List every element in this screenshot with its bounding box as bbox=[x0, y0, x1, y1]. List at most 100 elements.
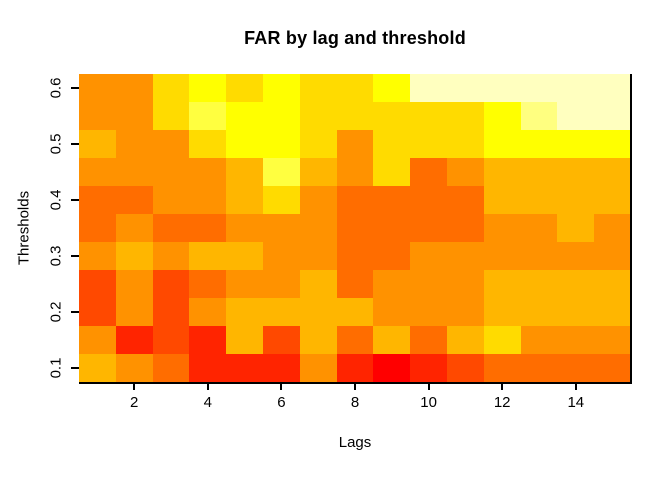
heatmap-cell bbox=[594, 270, 631, 298]
heatmap-cell bbox=[336, 298, 374, 326]
heatmap-cell bbox=[189, 130, 227, 158]
x-tick-label: 4 bbox=[203, 394, 212, 411]
heatmap-cell bbox=[262, 186, 300, 214]
heatmap-cell bbox=[594, 102, 631, 130]
heatmap-cell bbox=[336, 130, 374, 158]
heatmap-cell bbox=[226, 242, 263, 270]
heatmap-cell bbox=[299, 214, 337, 242]
heatmap-cell bbox=[115, 354, 153, 382]
heatmap-cell bbox=[299, 326, 337, 354]
heatmap-cell bbox=[262, 354, 300, 382]
heatmap-cell bbox=[299, 270, 337, 298]
heatmap-cell bbox=[226, 214, 263, 242]
heatmap-cell bbox=[410, 130, 447, 158]
y-tick-mark bbox=[71, 255, 79, 257]
heatmap-cell bbox=[336, 74, 374, 102]
heatmap-cell bbox=[79, 214, 116, 242]
heatmap-cell bbox=[152, 158, 190, 186]
heatmap-cell bbox=[226, 270, 263, 298]
heatmap-cell bbox=[115, 214, 153, 242]
heatmap-cell bbox=[520, 270, 558, 298]
heatmap-cell bbox=[557, 326, 595, 354]
heatmap-cell bbox=[79, 354, 116, 382]
heatmap-cell bbox=[115, 74, 153, 102]
heatmap-cell bbox=[373, 214, 411, 242]
x-tick-mark bbox=[133, 383, 136, 390]
heatmap-cell bbox=[594, 74, 631, 102]
heatmap-cell bbox=[115, 298, 153, 326]
heatmap-grid bbox=[79, 74, 631, 382]
x-tick-label: 6 bbox=[277, 394, 286, 411]
heatmap-cell bbox=[299, 298, 337, 326]
y-tick-label: 0.3 bbox=[47, 245, 65, 267]
heatmap-cell bbox=[373, 130, 411, 158]
heatmap-cell bbox=[299, 74, 337, 102]
heatmap-cell bbox=[189, 298, 227, 326]
y-tick-label: 0.1 bbox=[47, 357, 65, 379]
heatmap-cell bbox=[262, 102, 300, 130]
heatmap-cell bbox=[152, 74, 190, 102]
heatmap-cell bbox=[226, 326, 263, 354]
x-axis-title: Lags bbox=[338, 434, 372, 451]
heatmap-cell bbox=[152, 326, 190, 354]
heatmap-cell bbox=[557, 74, 595, 102]
heatmap-cell bbox=[520, 186, 558, 214]
heatmap-cell bbox=[446, 214, 484, 242]
heatmap-cell bbox=[446, 298, 484, 326]
heatmap-cell bbox=[410, 326, 447, 354]
heatmap-cell bbox=[79, 74, 116, 102]
heatmap-cell bbox=[373, 326, 411, 354]
heatmap-cell bbox=[483, 326, 521, 354]
x-tick-label: 12 bbox=[493, 394, 511, 411]
heatmap-cell bbox=[594, 298, 631, 326]
heatmap-cell bbox=[189, 102, 227, 130]
heatmap-cell bbox=[483, 298, 521, 326]
heatmap-cell bbox=[483, 270, 521, 298]
heatmap-cell bbox=[79, 102, 116, 130]
heatmap-cell bbox=[557, 130, 595, 158]
y-axis-title: Thresholds bbox=[15, 190, 33, 266]
heatmap-cell bbox=[299, 242, 337, 270]
y-tick-mark bbox=[71, 311, 79, 313]
heatmap-cell bbox=[520, 158, 558, 186]
heatmap-cell bbox=[262, 130, 300, 158]
heatmap-cell bbox=[152, 102, 190, 130]
heatmap-cell bbox=[446, 102, 484, 130]
heatmap-cell bbox=[115, 270, 153, 298]
heatmap-cell bbox=[410, 242, 447, 270]
heatmap-cell bbox=[299, 354, 337, 382]
heatmap-cell bbox=[483, 102, 521, 130]
heatmap-cell bbox=[410, 74, 447, 102]
heatmap-cell bbox=[79, 242, 116, 270]
heatmap-cell bbox=[152, 270, 190, 298]
heatmap-cell bbox=[262, 298, 300, 326]
heatmap-cell bbox=[410, 102, 447, 130]
heatmap-cell bbox=[557, 270, 595, 298]
heatmap-cell bbox=[262, 270, 300, 298]
heatmap-cell bbox=[226, 130, 263, 158]
x-tick-mark bbox=[574, 383, 577, 390]
heatmap-cell bbox=[520, 214, 558, 242]
x-tick-label: 10 bbox=[420, 394, 437, 411]
heatmap-cell bbox=[410, 158, 447, 186]
heatmap-cell bbox=[79, 326, 116, 354]
heatmap-cell bbox=[520, 242, 558, 270]
heatmap-cell bbox=[336, 242, 374, 270]
x-tick-mark bbox=[427, 383, 430, 390]
heatmap-cell bbox=[373, 354, 411, 382]
heatmap-cell bbox=[410, 270, 447, 298]
heatmap-cell bbox=[115, 158, 153, 186]
heatmap-cell bbox=[336, 102, 374, 130]
heatmap-cell bbox=[152, 354, 190, 382]
heatmap-cell bbox=[262, 326, 300, 354]
heatmap-cell bbox=[446, 130, 484, 158]
heatmap-cell bbox=[446, 242, 484, 270]
heatmap-cell bbox=[262, 74, 300, 102]
heatmap-cell bbox=[520, 130, 558, 158]
heatmap-cell bbox=[152, 130, 190, 158]
x-tick-label: 14 bbox=[567, 394, 585, 411]
heatmap-cell bbox=[299, 186, 337, 214]
heatmap-cell bbox=[520, 326, 558, 354]
heatmap-cell bbox=[336, 214, 374, 242]
